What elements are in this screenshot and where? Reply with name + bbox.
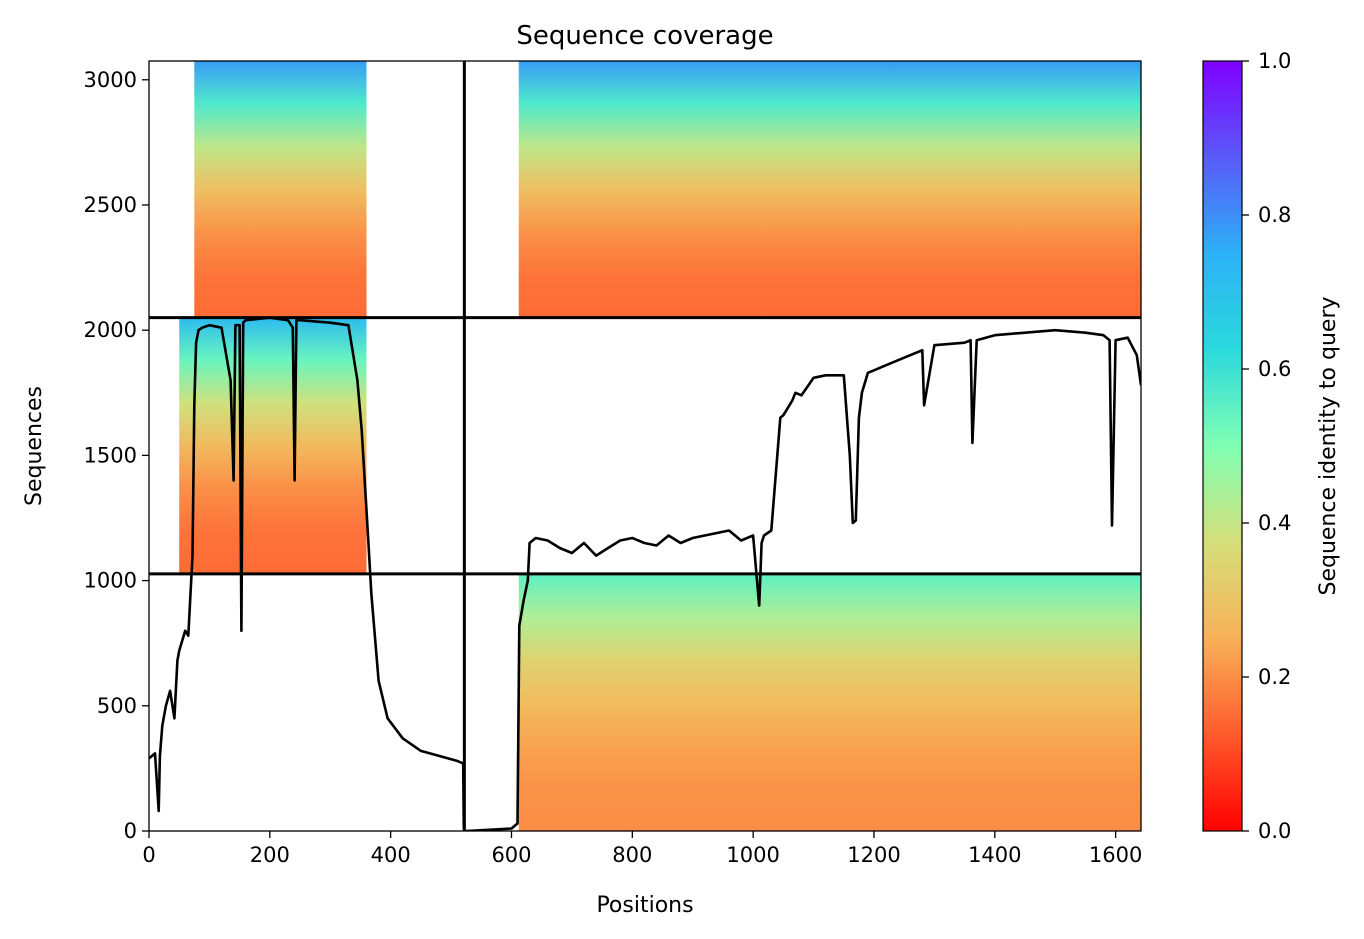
x-axis-label: Positions xyxy=(596,893,693,918)
coverage-block-chain-2-aligned xyxy=(518,61,1141,318)
coverage-block-chain-2-only xyxy=(518,573,1141,831)
y-tick-label: 1500 xyxy=(84,443,137,467)
y-tick-label: 0 xyxy=(124,819,137,843)
y-tick-label: 500 xyxy=(97,694,137,718)
chart-title: Sequence coverage xyxy=(516,21,773,51)
y-tick-label: 3000 xyxy=(84,68,137,92)
coverage-block-chain-1-only xyxy=(179,317,367,574)
x-tick-label: 600 xyxy=(491,843,531,867)
coverage-block-chain-1-aligned xyxy=(194,61,367,318)
colorbar-label: Sequence identity to query xyxy=(1316,296,1341,595)
colorbar-tick-label: 1.0 xyxy=(1258,49,1291,73)
x-tick-label: 1400 xyxy=(968,843,1021,867)
coverage-blocks xyxy=(179,61,1141,831)
colorbar-tick-label: 0.0 xyxy=(1258,819,1291,843)
x-tick-label: 1600 xyxy=(1089,843,1142,867)
x-tick-label: 400 xyxy=(371,843,411,867)
colorbar-tick-label: 0.2 xyxy=(1258,665,1291,689)
y-tick-label: 1000 xyxy=(84,569,137,593)
coverage-line-layer xyxy=(149,316,1141,831)
colorbar-tick-label: 0.6 xyxy=(1258,357,1291,381)
y-tick-label: 2000 xyxy=(84,318,137,342)
colorbar-tick-label: 0.8 xyxy=(1258,203,1291,227)
colorbar-axis: 0.0 0.2 0.4 0.6 0.8 1.0 xyxy=(1242,49,1291,843)
x-tick-label: 800 xyxy=(612,843,652,867)
coverage-line xyxy=(149,316,1141,831)
chain-boundaries xyxy=(149,61,1141,831)
x-tick-label: 1000 xyxy=(726,843,779,867)
colorbar xyxy=(1202,60,1243,832)
plot-frame xyxy=(148,60,1142,832)
y-axis-label: Sequences xyxy=(22,386,47,506)
x-tick-label: 200 xyxy=(250,843,290,867)
x-tick-label: 1200 xyxy=(847,843,900,867)
y-tick-label: 2500 xyxy=(84,193,137,217)
x-axis: 0 200 400 600 800 1000 1200 1400 1600 xyxy=(142,831,1142,867)
x-tick-label: 0 xyxy=(142,843,155,867)
y-axis: 0 500 1000 1500 2000 2500 3000 xyxy=(84,68,149,843)
colorbar-tick-label: 0.4 xyxy=(1258,511,1291,535)
